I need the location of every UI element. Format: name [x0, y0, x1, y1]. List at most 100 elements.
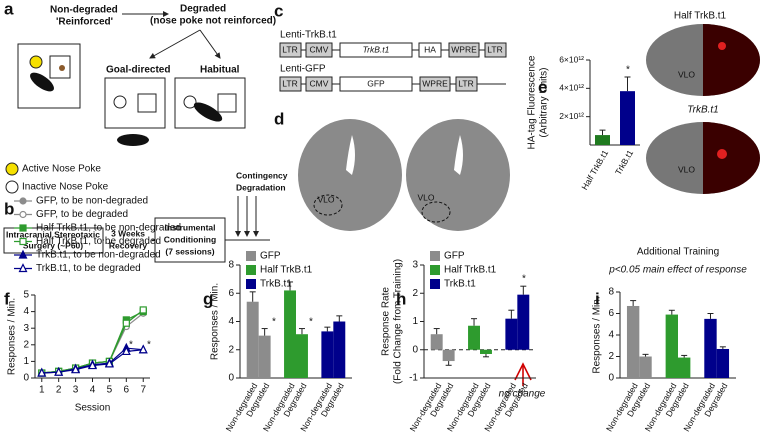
element-label: LTR — [487, 44, 502, 54]
text: Contingency — [236, 170, 288, 180]
legend-swatch — [246, 279, 256, 289]
marker — [122, 319, 130, 327]
region-outline — [421, 201, 451, 223]
bar — [626, 305, 640, 378]
panel-c: c Lenti-TrkB.t1 LTR CMV TrkB.t1 HA WPRE … — [274, 1, 507, 92]
ventricle — [346, 135, 355, 175]
construct-name: Lenti-TrkB.t1 — [280, 30, 337, 41]
element — [279, 76, 302, 92]
legend-label: Half TrkB.t1, to be non-degraded — [36, 223, 181, 234]
arrow — [149, 29, 201, 59]
bar — [480, 349, 492, 354]
x-tick-label: 2 — [56, 385, 62, 396]
brain-image — [703, 122, 760, 194]
y-tick-label: 0 — [23, 373, 29, 384]
annotation: no change — [499, 389, 546, 400]
bar — [296, 334, 308, 378]
chart-title: Additional Training — [637, 247, 719, 258]
region-label: VLO — [678, 69, 695, 79]
element — [448, 42, 480, 58]
legend-swatch — [430, 265, 440, 275]
legend-marker — [5, 180, 19, 194]
element-label: GFP — [367, 78, 385, 88]
legend-label: Half TrkB.t1 — [444, 265, 497, 276]
bar — [321, 331, 334, 378]
x-tick-label: TrkB.t1 — [613, 148, 635, 177]
y-axis-label: Response Rate — [381, 287, 392, 356]
element-label: CMV — [310, 44, 329, 54]
x-tick-label: 1 — [39, 385, 45, 396]
y-tick-label: 0 — [412, 344, 418, 355]
text: Degraded — [180, 4, 226, 15]
panel-label: d — [274, 109, 284, 128]
y-tick-label: 8 — [228, 260, 234, 271]
text: 3 Weeks — [111, 228, 145, 238]
region-outline — [313, 194, 343, 216]
y-tick-label: 2×10¹² — [559, 111, 584, 121]
annotation: * — [129, 340, 133, 351]
chamber — [17, 43, 81, 109]
element-label: CMV — [310, 78, 329, 88]
legend-label: GFP, to be degraded — [36, 209, 128, 220]
image-title: TrkB.t1 — [687, 105, 718, 116]
legend-label: Half TrkB.t1 — [260, 265, 313, 276]
text: (nose poke not reinforced) — [150, 16, 276, 27]
bar — [665, 314, 678, 378]
text: Instrumental — [164, 222, 215, 232]
panel-label: g — [203, 289, 213, 308]
text: (7 sessions) — [165, 246, 214, 256]
brain-section — [406, 119, 510, 231]
x-tick-label: 5 — [107, 385, 113, 396]
y-tick-label: 2 — [412, 288, 418, 299]
element — [418, 42, 442, 58]
chart-subtitle: p<0.05 main effect of response — [608, 265, 747, 276]
text: Surgery (~P60) — [23, 240, 83, 250]
marker — [138, 344, 148, 354]
legend-swatch — [430, 251, 440, 261]
legend-label: Half TrkB.t1, to be degraded — [36, 236, 161, 247]
y-tick-label: 2 — [23, 339, 29, 350]
arrow — [199, 29, 221, 59]
legend-label: GFP — [260, 251, 281, 262]
element — [419, 76, 451, 92]
element — [339, 76, 413, 92]
y-tick-label: 6×10¹² — [559, 54, 584, 64]
marker — [54, 366, 64, 376]
bar — [468, 325, 480, 350]
legend-label: GFP — [444, 251, 465, 262]
y-tick-label: 0 — [608, 373, 614, 384]
y-tick-label: 3 — [412, 260, 418, 271]
annotation: * — [522, 274, 526, 285]
y-tick-label: 1 — [23, 356, 29, 367]
step-box — [154, 217, 226, 263]
element — [484, 42, 507, 58]
panel-label: c — [274, 1, 283, 20]
element-label: LTR — [282, 78, 297, 88]
element — [305, 76, 333, 92]
element — [279, 42, 302, 58]
ventricle — [454, 135, 463, 175]
marker — [19, 197, 27, 205]
step-bg — [104, 226, 152, 254]
y-axis-label: Responses / Min. — [592, 296, 603, 373]
y-tick-label: 5 — [23, 290, 29, 301]
panel-label: f — [4, 289, 10, 308]
annotation: * — [272, 317, 276, 328]
x-tick-label: 7 — [140, 385, 146, 396]
text: Recovery — [109, 240, 148, 250]
x-tick-label: 4 — [90, 385, 96, 396]
y-axis-label: HA-tag Fluorescence — [527, 55, 538, 149]
y-tick-label: 1 — [412, 316, 418, 327]
bar — [716, 348, 730, 378]
element-label: WPRE — [422, 78, 448, 88]
x-tick-label: 6 — [124, 385, 130, 396]
construct-name: Lenti-GFP — [280, 64, 326, 75]
y-tick-label: 0 — [228, 373, 234, 384]
annotation: * — [626, 65, 630, 76]
panel-label: b — [4, 199, 14, 218]
nose-poke — [183, 95, 197, 109]
marker — [19, 237, 27, 246]
y-axis-label: (Fold Change from Training) — [393, 259, 404, 384]
arrow — [514, 362, 532, 381]
magazine — [217, 93, 237, 113]
